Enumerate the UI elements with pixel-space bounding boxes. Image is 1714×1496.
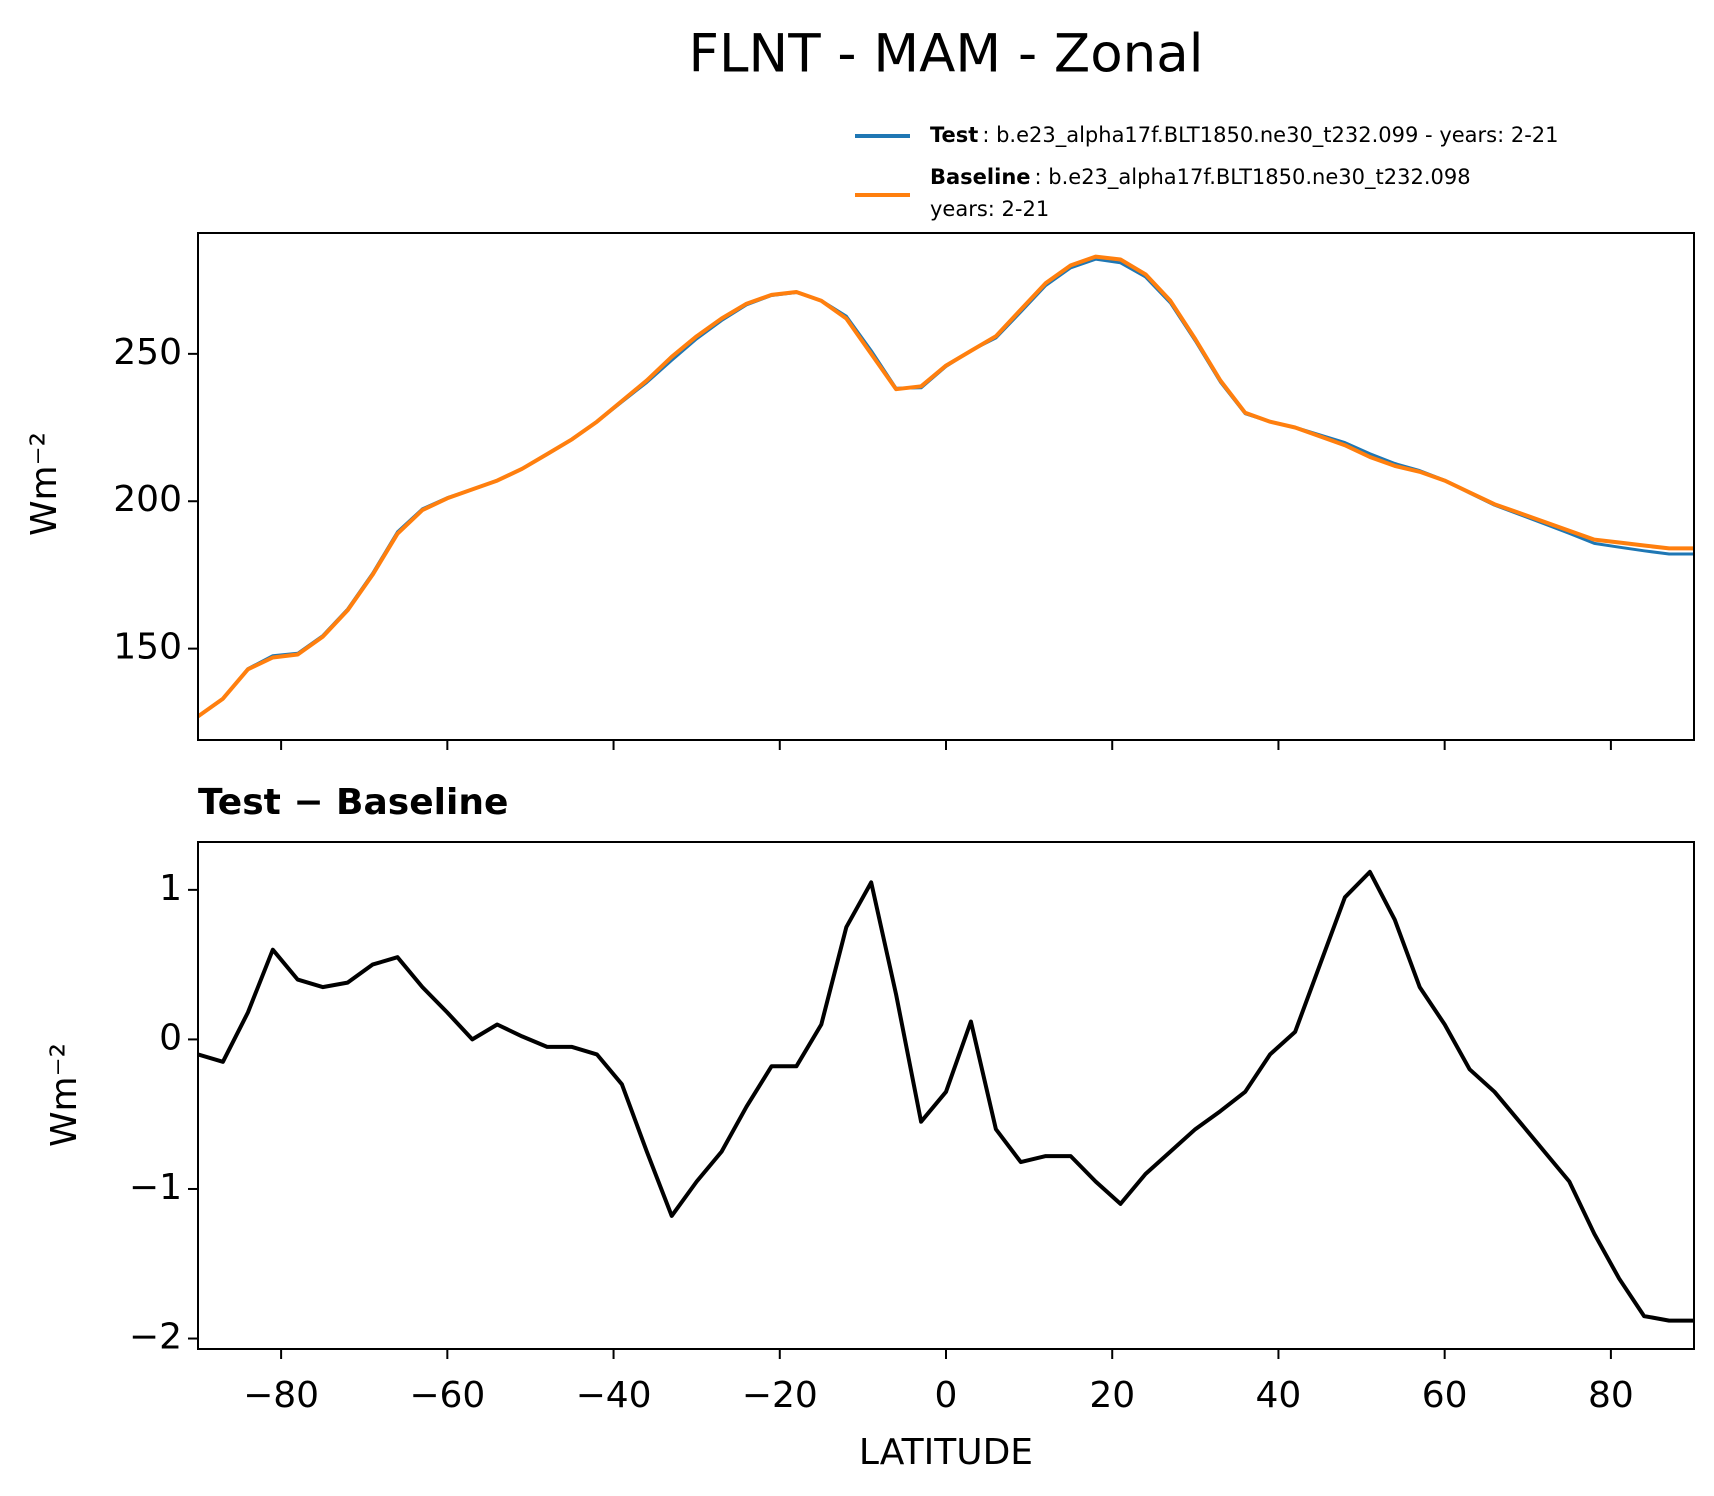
x-tick-label: 80 — [1588, 1375, 1634, 1416]
x-tick-label: 60 — [1422, 1375, 1468, 1416]
y-tick-label: −2 — [129, 1317, 182, 1358]
y-tick-label: 1 — [159, 868, 182, 909]
legend-label: Baseline — [930, 165, 1031, 189]
data-line — [198, 257, 1694, 718]
data-line — [198, 869, 1694, 1323]
legend-description: : b.e23_alpha17f.BLT1850.ne30_t232.099 -… — [982, 123, 1558, 148]
data-line — [198, 254, 1694, 719]
y-tick-label: −1 — [129, 1167, 182, 1208]
legend-label: Test — [930, 123, 978, 147]
x-tick-label: −60 — [409, 1375, 485, 1416]
y-tick-label: 200 — [113, 479, 182, 520]
axes-frame — [197, 232, 1695, 741]
x-tick-label: −40 — [576, 1375, 652, 1416]
y-axis-label: Wm⁻² — [24, 432, 65, 536]
x-tick-label: 20 — [1089, 1375, 1135, 1416]
x-axis-label: LATITUDE — [859, 1432, 1033, 1473]
y-tick-label: 150 — [113, 627, 182, 668]
x-tick-label: −20 — [742, 1375, 818, 1416]
y-tick-label: 0 — [159, 1017, 182, 1058]
x-tick-label: −80 — [243, 1375, 319, 1416]
chart-title: FLNT - MAM - Zonal — [689, 24, 1204, 85]
y-tick-label: 250 — [113, 332, 182, 373]
y-axis-label: Wm⁻² — [44, 1043, 85, 1147]
legend-description: years: 2-21 — [930, 197, 1049, 221]
axes-frame — [197, 841, 1695, 1350]
legend-description: : b.e23_alpha17f.BLT1850.ne30_t232.098 — [1035, 165, 1471, 190]
subplot-title: Test − Baseline — [198, 782, 508, 823]
x-tick-label: 0 — [935, 1375, 958, 1416]
x-tick-label: 40 — [1256, 1375, 1302, 1416]
